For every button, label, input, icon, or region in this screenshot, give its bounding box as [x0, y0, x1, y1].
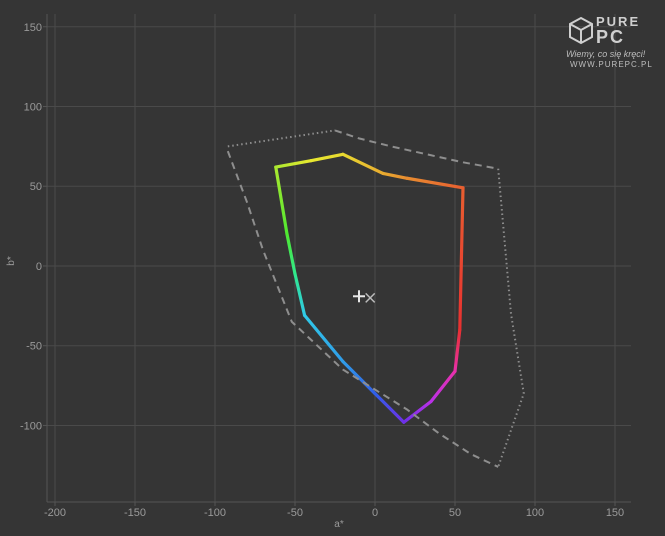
measured-gamut-segment: [285, 232, 297, 276]
measured-gamut-segment: [309, 152, 345, 163]
measured-gamut-segment: [274, 165, 289, 236]
measured-gamut-segment: [429, 369, 457, 404]
measured-gamut-segment: [458, 186, 465, 332]
reference-gamut-dashed: [226, 150, 499, 468]
x-tick-label: -50: [287, 507, 303, 519]
y-tick-label: 150: [24, 22, 42, 34]
plot-area: [47, 14, 631, 502]
measured-gamut-segment: [293, 272, 307, 318]
x-tick-label: -150: [124, 507, 146, 519]
measured-gamut-segment: [381, 171, 409, 180]
x-tick-label: 100: [526, 507, 544, 519]
x-tick-label: -100: [204, 507, 226, 519]
y-tick-label: -100: [20, 420, 42, 432]
markers-layer: [353, 290, 376, 303]
logo-word-pc: PC: [596, 27, 626, 47]
y-tick-label: 100: [24, 101, 42, 113]
purepc-logo: PURE PC Wiemy, co się kręci! WWW.PUREPC.…: [566, 14, 652, 70]
measured-gamut-segment: [402, 399, 433, 424]
logo-url: WWW.PUREPC.PL: [570, 60, 653, 69]
logo-tagline: Wiemy, co się kręci!: [566, 49, 646, 59]
reference-gamut-dashed: [334, 129, 499, 170]
x-tick-label: -200: [44, 507, 66, 519]
tick-labels: -200 -150 -100 -50 0 50 100 150 -100 -50 0 50 100 150: [20, 22, 624, 519]
measured-gamut-segment: [274, 159, 313, 169]
x-axis-title: a*: [334, 519, 344, 530]
grid: [47, 14, 631, 502]
x-tick-label: 50: [449, 507, 461, 519]
y-tick-label: 50: [30, 181, 42, 193]
x-marker-b: [365, 292, 376, 303]
series-layer: [226, 129, 525, 468]
measured-gamut-segment: [453, 328, 462, 373]
cube-icon: [569, 16, 593, 45]
measured-gamut-segment: [405, 176, 465, 190]
y-tick-label: 0: [36, 261, 42, 273]
measured-gamut-segment: [373, 391, 406, 424]
white-point-plus-marker: [353, 290, 365, 303]
reference-gamut-dotted: [497, 168, 525, 468]
logo-word-pure: PURE: [596, 14, 641, 29]
measured-gamut-segment: [303, 313, 345, 364]
y-axis-title: b*: [6, 256, 17, 266]
reference-gamut-dotted: [227, 129, 336, 148]
axes: [43, 14, 631, 506]
y-tick-label: -50: [26, 341, 42, 353]
x-tick-label: 150: [606, 507, 624, 519]
measured-gamut-segment: [341, 360, 377, 396]
x-tick-label: 0: [372, 507, 378, 519]
measured-gamut-segment: [341, 152, 385, 176]
white-point-x-marker: [365, 292, 376, 303]
